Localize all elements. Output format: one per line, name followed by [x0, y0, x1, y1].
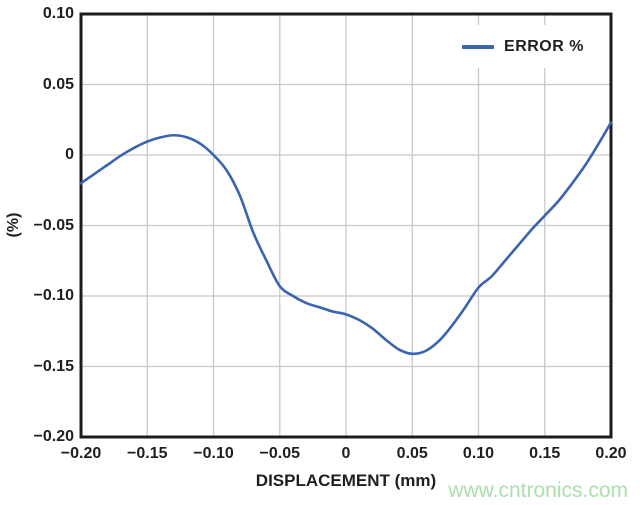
x-tick-label: 0.05 [396, 445, 428, 462]
x-tick-label: 0.10 [462, 445, 495, 462]
plot-frame [79, 12, 613, 439]
x-tick-label: −0.20 [60, 445, 102, 462]
x-tick-label: −0.05 [259, 445, 300, 462]
y-tick-label: −0.20 [33, 428, 74, 445]
y-tick-label: 0.05 [42, 75, 74, 93]
error-curve [79, 121, 613, 356]
legend-line-swatch [462, 44, 495, 49]
x-tick-label: 0 [341, 445, 351, 462]
legend-label: ERROR % [504, 37, 584, 55]
y-tick-label: −0.10 [33, 287, 74, 304]
y-tick-label: −0.05 [33, 216, 74, 234]
watermark: www.cntronics.com [448, 479, 628, 502]
y-tick-label: 0.10 [42, 5, 74, 22]
y-tick-label: −0.15 [33, 357, 74, 375]
y-axis-title: (%) [5, 212, 22, 238]
y-tick-label: 0 [65, 146, 74, 163]
x-tick-label: 0.20 [595, 445, 627, 462]
x-tick-label: −0.15 [127, 445, 168, 462]
x-axis-title: DISPLACEMENT (mm) [255, 471, 437, 490]
x-tick-label: 0.15 [529, 445, 561, 462]
legend: ERROR % [440, 25, 606, 68]
x-tick-label: −0.10 [193, 445, 234, 462]
